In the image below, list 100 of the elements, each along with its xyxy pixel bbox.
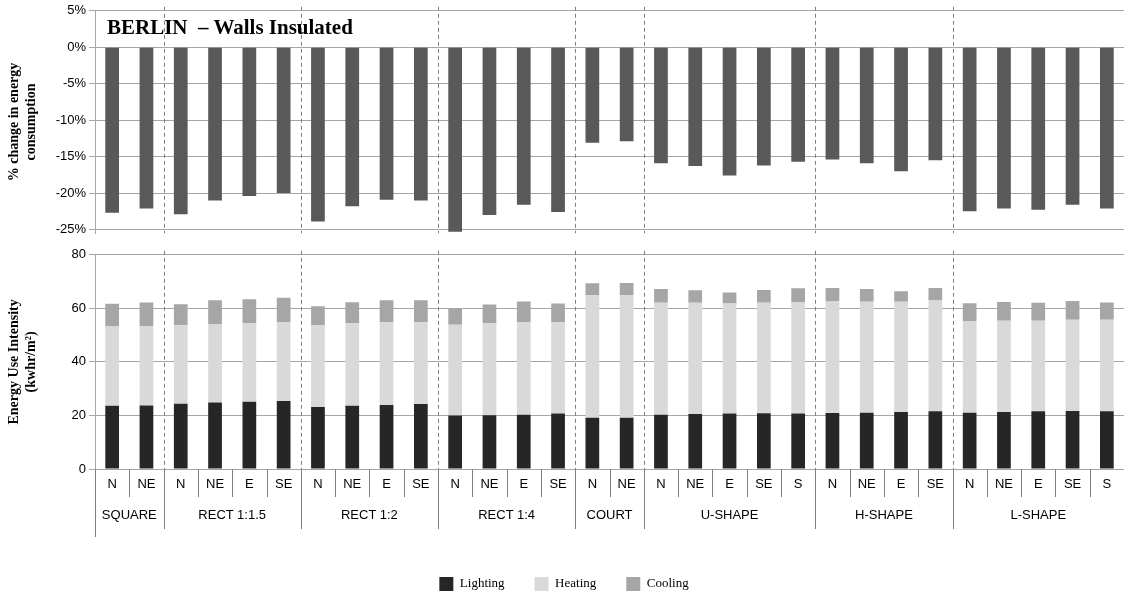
bar bbox=[516, 414, 531, 469]
x-tick-label: NE bbox=[206, 476, 225, 492]
bar bbox=[1031, 411, 1046, 469]
bar bbox=[276, 400, 291, 469]
bar bbox=[105, 405, 120, 469]
bar bbox=[654, 289, 668, 303]
x-tick-label: S bbox=[793, 476, 803, 492]
bar bbox=[173, 325, 188, 404]
bar bbox=[208, 402, 222, 469]
bar bbox=[1099, 411, 1114, 469]
bar bbox=[619, 417, 634, 469]
text: COURT bbox=[586, 506, 633, 522]
bar bbox=[894, 301, 908, 412]
x-tick-label: NE bbox=[137, 476, 156, 492]
bar bbox=[962, 320, 977, 413]
bar bbox=[859, 301, 874, 413]
bar bbox=[756, 413, 771, 469]
bar bbox=[311, 324, 325, 407]
x-tick-label: N bbox=[656, 476, 666, 492]
bar bbox=[276, 322, 291, 401]
x-tick-label: E bbox=[725, 476, 735, 492]
bar bbox=[311, 406, 325, 469]
bar bbox=[379, 322, 394, 406]
x-tick-label: N bbox=[450, 476, 460, 492]
bar bbox=[688, 302, 703, 415]
bar bbox=[619, 282, 634, 295]
text: H-SHAPE bbox=[855, 506, 914, 522]
legend-label: Heating bbox=[555, 575, 597, 591]
bar bbox=[482, 415, 497, 469]
bar bbox=[997, 411, 1011, 469]
bar bbox=[105, 326, 120, 406]
y-tick-label: 40 bbox=[71, 353, 86, 369]
bar bbox=[448, 324, 463, 416]
bar bbox=[825, 288, 840, 302]
bar bbox=[448, 415, 463, 469]
bar bbox=[208, 323, 222, 403]
bar bbox=[585, 417, 600, 469]
x-tick-label: N bbox=[313, 476, 323, 492]
x-tick-label: SE bbox=[926, 476, 945, 492]
y-tick-label: -10% bbox=[55, 111, 87, 127]
bar bbox=[139, 326, 154, 406]
bar bbox=[379, 405, 394, 469]
bar bbox=[242, 401, 257, 469]
bar bbox=[1065, 410, 1080, 469]
text: SQUARE bbox=[101, 506, 158, 522]
bar bbox=[791, 301, 806, 414]
bar bbox=[688, 414, 703, 469]
bar bbox=[619, 294, 634, 418]
bar bbox=[825, 301, 840, 414]
y-tick-label: -15% bbox=[55, 148, 87, 164]
y-tick-label: 80 bbox=[71, 246, 86, 262]
y-tick-label: 20 bbox=[71, 407, 86, 423]
x-tick-label: N bbox=[827, 476, 838, 492]
bar bbox=[345, 323, 360, 406]
x-tick-label: NE bbox=[857, 476, 877, 492]
bar bbox=[928, 300, 943, 412]
bar bbox=[413, 322, 428, 404]
y-tick-label: 0 bbox=[78, 460, 86, 476]
x-tick-label: N bbox=[107, 476, 117, 492]
bar bbox=[928, 288, 943, 301]
bar bbox=[722, 303, 737, 414]
x-tick-label: E bbox=[1033, 476, 1043, 492]
x-tick-label: E bbox=[896, 476, 906, 492]
bar bbox=[516, 322, 531, 415]
x-tick-label: E bbox=[382, 476, 392, 492]
bar bbox=[139, 405, 154, 469]
bar bbox=[242, 323, 257, 402]
text: RECT 1:1.5 bbox=[198, 506, 267, 522]
x-tick-label: NE bbox=[343, 476, 362, 492]
bar bbox=[413, 403, 428, 469]
bar bbox=[654, 302, 668, 415]
y-axis-title: % change in energy consumption bbox=[6, 62, 38, 182]
bar bbox=[654, 414, 668, 469]
x-tick-label: NE bbox=[686, 476, 705, 492]
x-tick-label: NE bbox=[994, 476, 1014, 492]
bar bbox=[791, 288, 806, 302]
x-tick-label: NE bbox=[480, 476, 499, 492]
x-tick-label: E bbox=[245, 476, 255, 492]
x-tick-label: N bbox=[587, 476, 598, 492]
chart-title: BERLIN – Walls Insulated bbox=[107, 15, 354, 40]
x-tick-label: S bbox=[1102, 476, 1112, 492]
bar bbox=[825, 413, 840, 469]
bar bbox=[859, 289, 874, 302]
bar bbox=[859, 412, 874, 469]
y-tick-label: -5% bbox=[62, 75, 87, 91]
bar bbox=[585, 294, 600, 418]
y-tick-label: -25% bbox=[55, 221, 87, 237]
x-tick-label: N bbox=[176, 476, 186, 492]
bar bbox=[928, 411, 943, 469]
y-tick-label: 0% bbox=[67, 38, 87, 54]
x-tick-label: N bbox=[964, 476, 975, 492]
bar bbox=[997, 320, 1011, 412]
y-tick-label: 5% bbox=[67, 2, 87, 18]
x-tick-label: NE bbox=[617, 476, 637, 492]
bar bbox=[756, 302, 771, 414]
bar bbox=[345, 405, 360, 469]
x-tick-label: SE bbox=[412, 476, 430, 492]
x-tick-label: SE bbox=[549, 476, 568, 492]
bar bbox=[962, 412, 977, 469]
x-tick-label: E bbox=[519, 476, 529, 492]
